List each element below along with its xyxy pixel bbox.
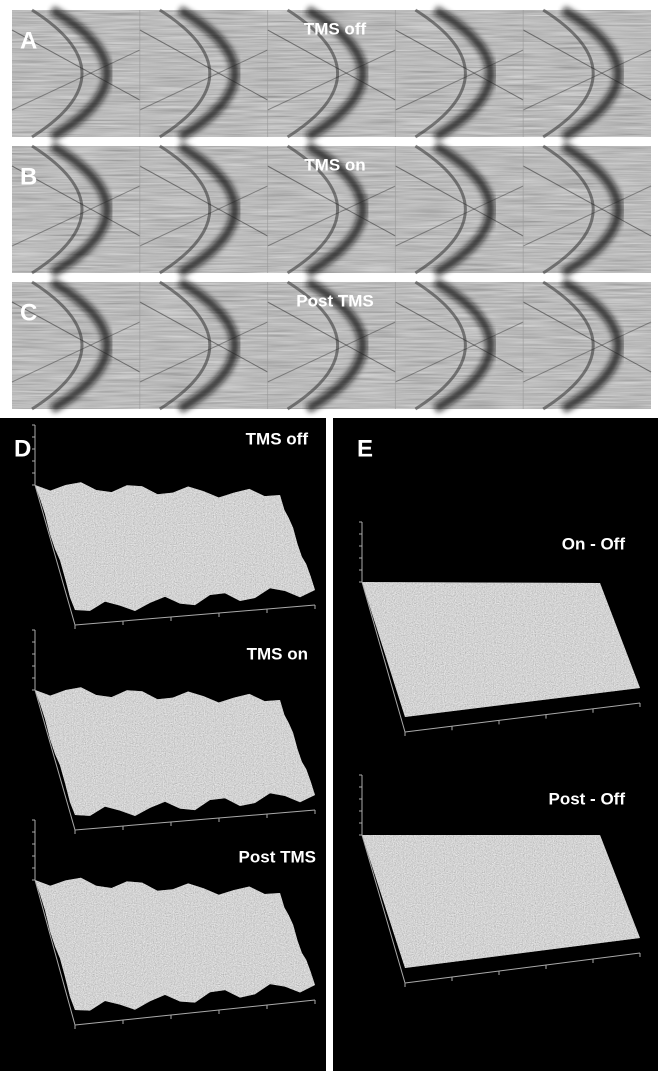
panel-e-background: [333, 418, 658, 1071]
surface-label: On - Off: [562, 534, 626, 553]
panel-letter: B: [20, 163, 37, 190]
panel-letter: C: [20, 299, 37, 326]
figure: D TMS off TMS on Post TMS E On - Off Pos…: [0, 0, 658, 1071]
page: {"panels": [ {"letter": "A", "title": "T…: [0, 0, 658, 1071]
panel-letter: A: [20, 27, 37, 54]
surface-label: Post TMS: [239, 847, 316, 866]
surface-label: Post - Off: [549, 789, 626, 808]
panel-title: TMS off: [304, 19, 367, 38]
surface-label: TMS on: [247, 644, 308, 663]
surface-label: TMS off: [246, 429, 309, 448]
panel-title: TMS on: [304, 155, 365, 174]
panel-title: Post TMS: [296, 291, 373, 310]
panel-letter: D: [14, 435, 31, 462]
panel-letter: E: [357, 435, 373, 462]
